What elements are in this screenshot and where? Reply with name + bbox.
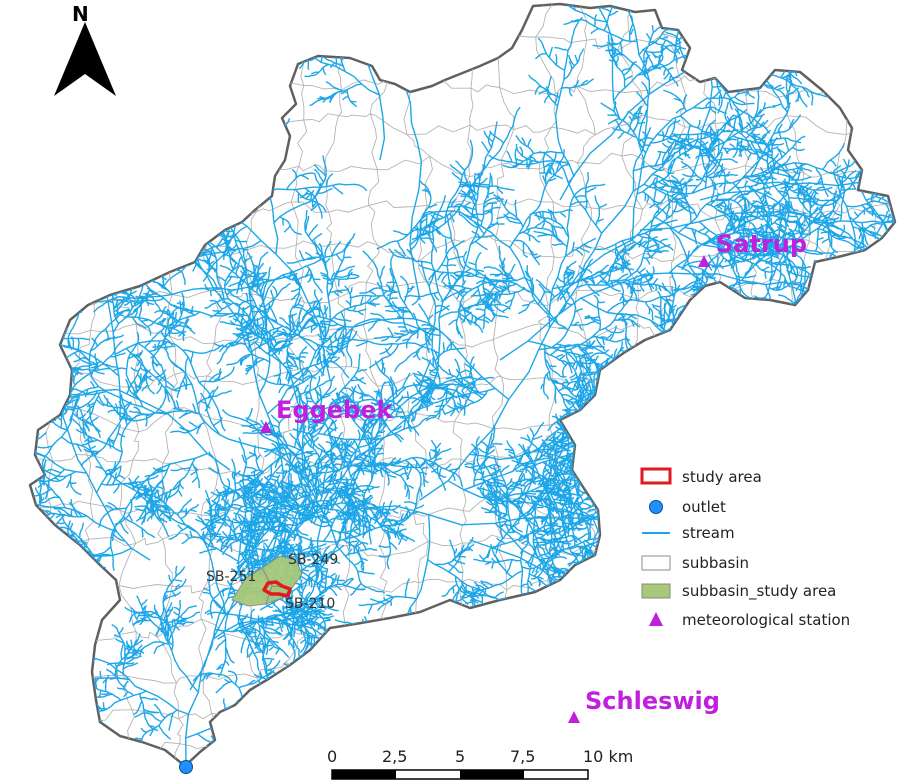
subbasin-label-sb-210: SB-210 [285,596,335,612]
legend-subbasin-symbol [641,555,671,571]
scale-tick-5: 5 [455,747,465,766]
legend-station-symbol [649,612,663,626]
legend-subbasin-study-area-symbol [641,583,671,599]
station-satrup-label: Satrup [716,230,807,258]
legend-outlet-label: outlet [682,498,726,516]
station-schleswig-marker [568,711,580,723]
legend-subbasin-label: subbasin [682,554,749,572]
legend-station-label: meteorological station [682,611,850,629]
scale-tick-10-km: 10 km [583,747,633,766]
scale-tick-7-5: 7,5 [510,747,535,766]
scale-bar-segment-1 [332,770,396,779]
scale-bar-segment-3 [460,770,524,779]
legend-study-area-label: study area [682,468,762,486]
north-label: N [72,2,89,26]
north-arrow-icon [54,22,116,96]
station-satrup: Satrup [698,230,807,267]
subbasin-label-sb-251: SB-251 [206,569,256,585]
station-schleswig: Schleswig [568,687,720,723]
legend: study area outlet stream subbasin subbas… [640,467,850,629]
study-area-outline [262,580,292,598]
north-arrow: N [54,2,116,96]
station-eggebek-marker [260,421,272,433]
scale-tick-0: 0 [327,747,337,766]
station-eggebek: Eggebek [260,396,393,433]
station-schleswig-label: Schleswig [585,687,720,715]
station-eggebek-label: Eggebek [276,396,393,424]
legend-study-area-symbol [640,467,672,485]
scale-tick-2-5: 2,5 [382,747,407,766]
legend-outlet-symbol [649,500,663,514]
subbasin-label-sb-249: SB-249 [288,552,338,568]
station-satrup-marker [698,255,710,267]
legend-subbasin-study-area-label: subbasin_study area [682,582,836,601]
legend-stream-label: stream [682,524,735,542]
scale-bar: 0 2,5 5 7,5 10 km [327,747,633,780]
outlet-icon [179,760,193,774]
